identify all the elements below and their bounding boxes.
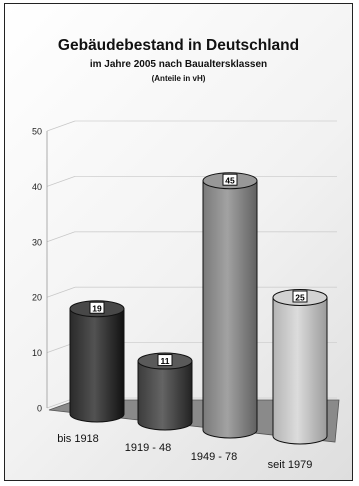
chart-subtitle: im Jahre 2005 nach Baualtersklassen (89, 59, 268, 70)
gridline-depth (46, 231, 76, 243)
x-tick-label: 1949 - 78 (191, 451, 237, 463)
y-tick-label: 20 (32, 293, 42, 303)
value-label-box (89, 301, 105, 314)
gridline-depth (46, 286, 76, 298)
value-label: 25 (295, 293, 305, 303)
value-label-box (292, 290, 308, 303)
chart-title: Gebäudebestand in Deutschland (57, 37, 300, 54)
chart-frame: Gebäudebestand in Deutschland im Jahre 2… (4, 3, 353, 481)
bar-chart: 0 10 20 30 40 50 19 11 45 25 bis 1918 1919 - 48 1949… (32, 120, 340, 471)
chart-note: (Anteile in vH) (151, 74, 206, 83)
y-tick-label: 10 (32, 348, 42, 358)
y-tick-label: 0 (37, 404, 42, 414)
bar-body (202, 180, 258, 439)
x-tick-label: bis 1918 (57, 433, 99, 445)
bar-body (69, 308, 125, 423)
y-tick-label: 30 (32, 237, 42, 247)
bar-body (137, 360, 193, 431)
value-label: 45 (225, 176, 235, 186)
gridline-depth (46, 176, 76, 187)
value-label-box (157, 354, 173, 367)
x-tick-label: seit 1979 (268, 459, 313, 471)
y-tick-label: 40 (32, 182, 42, 192)
gridline-depth (46, 120, 76, 132)
value-label: 11 (161, 356, 170, 366)
bar-body (272, 297, 328, 445)
y-tick-label: 50 (32, 127, 42, 137)
value-label: 19 (92, 304, 102, 314)
value-label-box (222, 173, 238, 186)
x-tick-label: 1919 - 48 (125, 442, 171, 454)
